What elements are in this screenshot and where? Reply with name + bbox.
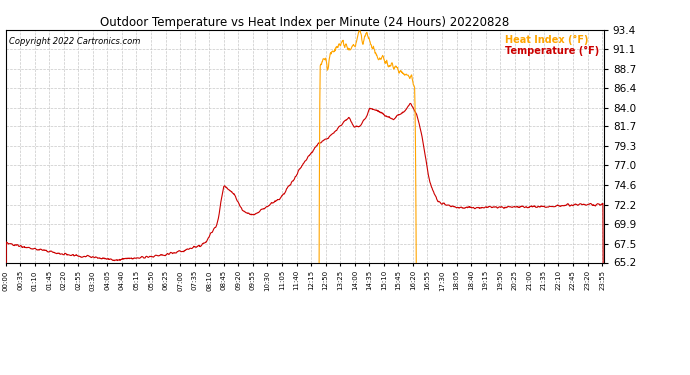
Title: Outdoor Temperature vs Heat Index per Minute (24 Hours) 20220828: Outdoor Temperature vs Heat Index per Mi… — [100, 16, 509, 29]
Text: Copyright 2022 Cartronics.com: Copyright 2022 Cartronics.com — [8, 37, 140, 46]
Legend: Heat Index (°F), Temperature (°F): Heat Index (°F), Temperature (°F) — [501, 31, 603, 60]
